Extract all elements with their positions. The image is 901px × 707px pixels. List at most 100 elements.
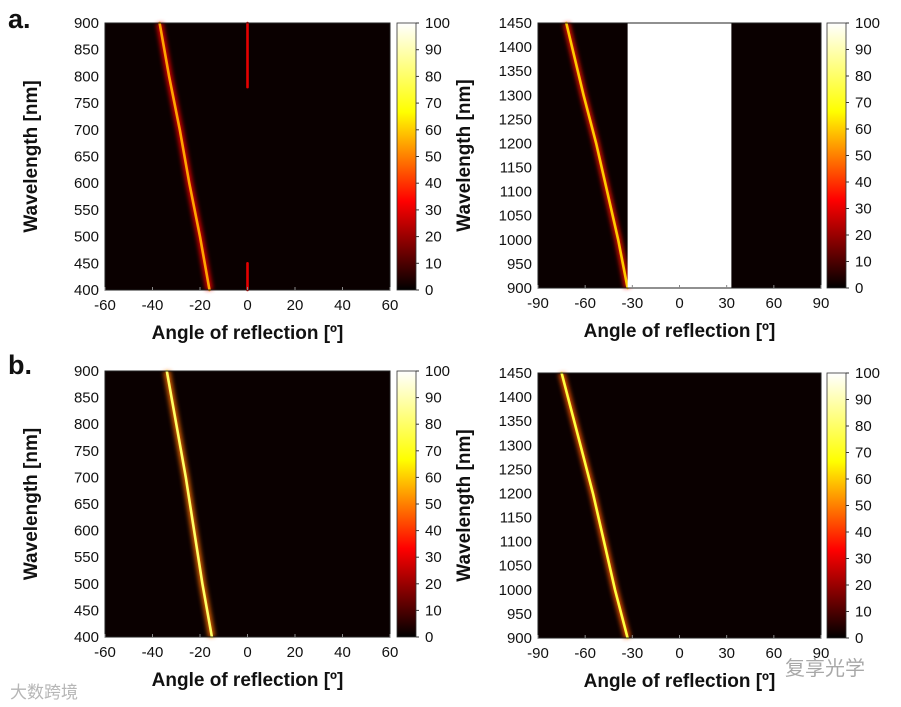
- colorbar-tick-label: 60: [425, 469, 442, 486]
- y-tick-label: 1350: [499, 413, 532, 430]
- band-0: [158, 21, 211, 292]
- y-tick-label: 800: [74, 68, 99, 85]
- y-tick-label: 450: [74, 255, 99, 272]
- x-tick-label: 30: [718, 645, 735, 662]
- y-tick-label: 900: [507, 280, 532, 297]
- x-tick-label: 0: [675, 645, 683, 662]
- x-tick-label: 60: [765, 295, 782, 312]
- colorbar-tick-label: 50: [425, 496, 442, 513]
- x-tick-label: 40: [334, 644, 351, 661]
- colorbar-tick-label: 50: [425, 149, 442, 166]
- panel-b-right: -90 -60 -30 0 30 60 90900950100010501100115012…: [454, 365, 880, 692]
- colorbar-tick-label: 30: [425, 202, 442, 219]
- colorbar: 0 10 20 30 40 50 60 70 80 90 100: [826, 15, 880, 297]
- colorbar-tick-label: 20: [855, 577, 872, 594]
- colorbar: 0 10 20 30 40 50 60 70 80 90 100: [396, 363, 450, 646]
- colorbar-gradient: [396, 22, 417, 291]
- y-tick-label: 900: [507, 630, 532, 647]
- y-tick-label: 1000: [499, 232, 532, 249]
- colorbar-tick-label: 30: [855, 551, 872, 568]
- y-tick-label: 500: [74, 576, 99, 593]
- plot-background: [105, 371, 390, 637]
- colorbar-tick-label: 40: [855, 174, 872, 191]
- y-tick-label: 1100: [500, 534, 532, 551]
- y-tick-label: 400: [74, 282, 99, 299]
- y-tick-label: 900: [74, 363, 99, 380]
- colorbar-tick-label: 40: [855, 524, 872, 541]
- y-tick-label: 1250: [499, 461, 532, 478]
- y-tick-label: 1200: [499, 135, 532, 152]
- colorbar-tick-label: 80: [425, 416, 442, 433]
- x-axis-label: Angle of reflection [º]: [584, 671, 776, 692]
- y-axis-label: Wavelength [nm]: [21, 428, 42, 580]
- y-tick-label: 1450: [499, 15, 532, 32]
- y-tick-label: 1150: [500, 510, 532, 527]
- y-tick-label: 700: [74, 469, 99, 486]
- colorbar-tick-label: 100: [425, 363, 450, 380]
- panel-label-a: a.: [8, 4, 31, 34]
- colorbar-tick-label: 90: [855, 42, 872, 59]
- x-tick-label: 0: [243, 644, 251, 661]
- colorbar-tick-label: 70: [425, 443, 442, 460]
- colorbar-tick-label: 70: [855, 445, 872, 462]
- y-tick-label: 1400: [499, 389, 532, 406]
- y-tick-label: 1300: [499, 437, 532, 454]
- x-tick-label: -30: [621, 295, 643, 312]
- y-axis-label: Wavelength [nm]: [21, 80, 42, 232]
- colorbar-tick-label: 30: [855, 201, 872, 218]
- y-tick-label: 750: [74, 95, 99, 112]
- colorbar-tick-label: 60: [855, 471, 872, 488]
- colorbar-tick-label: 60: [425, 122, 442, 139]
- y-tick-label: 700: [74, 122, 99, 139]
- x-tick-label: -90: [527, 645, 549, 662]
- x-tick-label: -60: [94, 644, 116, 661]
- colorbar-tick-label: 10: [855, 254, 872, 271]
- x-axis-label: Angle of reflection [º]: [152, 323, 344, 344]
- x-tick-label: 0: [243, 297, 251, 314]
- band-0: [564, 21, 629, 290]
- colorbar-gradient: [396, 370, 417, 638]
- y-tick-label: 750: [74, 443, 99, 460]
- x-tick-label: -30: [621, 645, 643, 662]
- colorbar-tick-label: 90: [425, 390, 442, 407]
- plot-background: [538, 373, 821, 638]
- colorbar-tick-label: 0: [425, 629, 433, 646]
- x-tick-label: -60: [574, 295, 596, 312]
- y-tick-label: 1050: [499, 558, 532, 575]
- colorbar-tick-label: 30: [425, 549, 442, 566]
- y-tick-label: 850: [74, 390, 99, 407]
- panel-label-b: b.: [8, 350, 32, 380]
- colorbar-tick-label: 20: [855, 227, 872, 244]
- colorbar-tick-label: 50: [855, 148, 872, 165]
- colorbar-tick-label: 20: [425, 229, 442, 246]
- y-tick-label: 600: [74, 175, 99, 192]
- x-tick-label: -40: [142, 644, 164, 661]
- y-tick-label: 550: [74, 202, 99, 219]
- y-tick-label: 500: [74, 229, 99, 246]
- y-axis-label: Wavelength [nm]: [454, 429, 475, 581]
- x-tick-label: -20: [189, 644, 211, 661]
- panel-a-right: -90 -60 -30 0 30 60 90900950100010501100115012…: [454, 15, 880, 342]
- y-tick-label: 1450: [499, 365, 532, 382]
- y-tick-label: 650: [74, 496, 99, 513]
- colorbar-tick-label: 0: [855, 280, 863, 297]
- x-tick-label: 20: [287, 644, 304, 661]
- x-tick-label: 60: [382, 644, 399, 661]
- panel-b-left: -60 -40 -20 0 20 40 60400450500550600650700750…: [21, 363, 450, 691]
- colorbar-gradient: [826, 372, 847, 639]
- colorbar-tick-label: 100: [425, 15, 450, 32]
- colorbar-tick-label: 0: [425, 282, 433, 299]
- y-tick-label: 1000: [499, 582, 532, 599]
- y-tick-label: 1200: [499, 485, 532, 502]
- y-tick-label: 1050: [499, 208, 532, 225]
- colorbar-tick-label: 80: [855, 418, 872, 435]
- y-tick-label: 1100: [500, 184, 532, 201]
- x-tick-label: 20: [287, 297, 304, 314]
- band-0: [560, 371, 629, 640]
- y-tick-label: 650: [74, 149, 99, 166]
- x-tick-label: 40: [334, 297, 351, 314]
- colorbar-tick-label: 80: [425, 68, 442, 85]
- colorbar-tick-label: 100: [855, 15, 880, 32]
